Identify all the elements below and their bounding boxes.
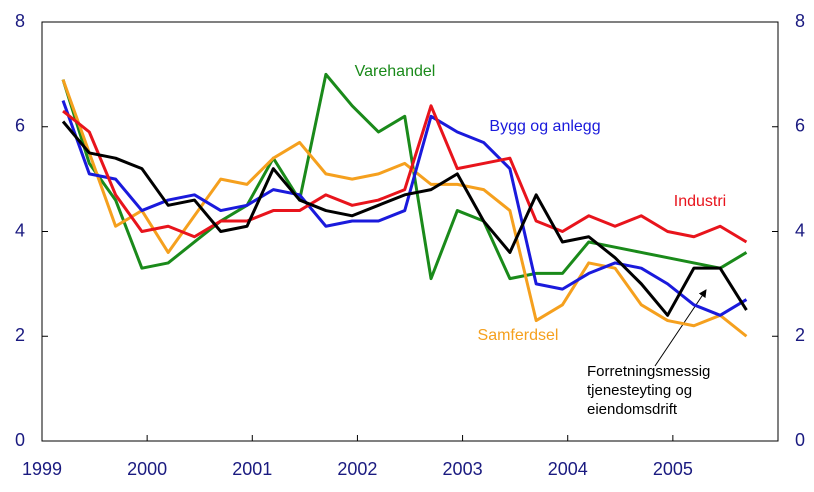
y2-tick-label: 8 bbox=[795, 11, 805, 31]
series-line bbox=[62, 104, 748, 244]
y-tick-label: 8 bbox=[15, 11, 25, 31]
y2-tick-label: 6 bbox=[795, 116, 805, 136]
series-label: Forretningsmessig tjenesteyting og eiend… bbox=[587, 363, 711, 418]
x-tick-label: 1999 bbox=[22, 459, 62, 479]
y2-tick-label: 2 bbox=[795, 325, 805, 345]
x-tick-label: 2003 bbox=[443, 459, 483, 479]
annotation-arrow bbox=[654, 289, 707, 367]
y2-tick-label: 4 bbox=[795, 220, 805, 240]
y-tick-label: 0 bbox=[15, 430, 25, 450]
series-label: Samferdsel bbox=[478, 327, 559, 344]
y2-tick-label: 0 bbox=[795, 430, 805, 450]
series-label: Industri bbox=[674, 193, 726, 210]
series-label: Bygg og anlegg bbox=[489, 118, 600, 135]
x-tick-label: 2002 bbox=[337, 459, 377, 479]
y-tick-label: 4 bbox=[15, 220, 25, 240]
x-tick-label: 2001 bbox=[232, 459, 272, 479]
series-line bbox=[61, 120, 748, 317]
series-line bbox=[61, 72, 748, 281]
series-label: Varehandel bbox=[355, 63, 436, 80]
x-tick-label: 2000 bbox=[127, 459, 167, 479]
y-tick-label: 2 bbox=[15, 325, 25, 345]
y-tick-label: 6 bbox=[15, 116, 25, 136]
x-tick-label: 2005 bbox=[653, 459, 693, 479]
series-line bbox=[61, 100, 748, 317]
series-line bbox=[61, 79, 748, 338]
x-tick-label: 2004 bbox=[548, 459, 588, 479]
